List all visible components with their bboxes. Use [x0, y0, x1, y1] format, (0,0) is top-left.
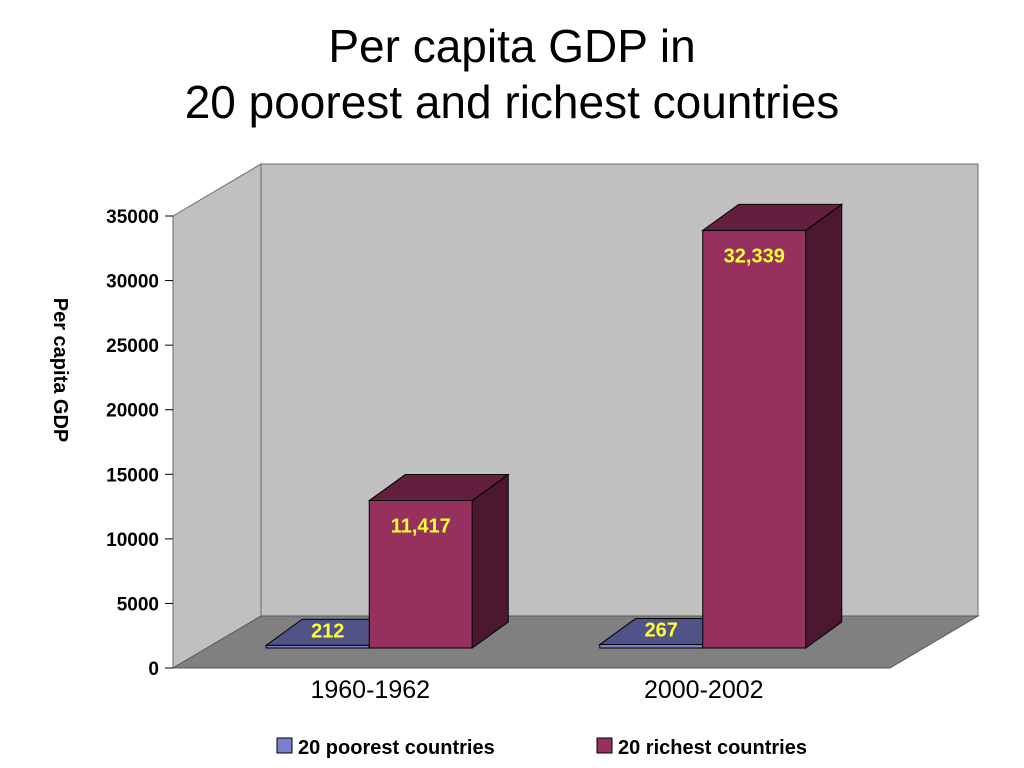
- legend-label: 20 poorest countries: [298, 737, 495, 759]
- back-wall: [260, 163, 979, 617]
- y-axis-ticks: 0 5000 10000 15000 20000 25000 30000 35000 Per c…: [49, 207, 173, 680]
- bar-side: [471, 473, 509, 649]
- bar-top: [701, 203, 844, 231]
- y-axis-label: Per capita GDP: [49, 298, 71, 443]
- legend-label: 20 richest countries: [618, 737, 807, 759]
- x-category-label: 2000-2002: [644, 676, 764, 704]
- slide-title: Per capita GDP in 20 poorest and richest…: [0, 18, 1024, 130]
- y-tick-label: 0: [148, 659, 159, 680]
- data-label: 212: [311, 620, 344, 642]
- y-tick-label: 15000: [106, 465, 159, 486]
- chart-walls: [171, 163, 980, 669]
- chart-bars: [264, 203, 844, 649]
- y-tick-label: 5000: [117, 594, 159, 615]
- y-tick-label: 20000: [106, 401, 159, 422]
- y-tick-label: 10000: [106, 530, 159, 551]
- legend-swatch: [596, 737, 613, 754]
- data-label: 267: [645, 620, 678, 642]
- bar-side: [805, 203, 843, 649]
- legend-swatch: [276, 737, 293, 754]
- y-tick-label: 35000: [106, 207, 159, 228]
- data-label: 32,339: [724, 245, 785, 267]
- title-line-2: 20 poorest and richest countries: [184, 76, 840, 128]
- bar-front: [702, 229, 807, 649]
- y-tick-label: 30000: [106, 272, 159, 293]
- chart-legend: 20 poorest countries 20 richest countries: [276, 737, 807, 759]
- title-line-1: Per capita GDP in: [328, 20, 696, 72]
- y-tick-label: 25000: [106, 336, 159, 357]
- bar-richest-1: [701, 203, 844, 649]
- data-label: 11,417: [391, 516, 451, 538]
- chart-labels: 212 11,417 1960-1962 267 32,339 2000-2002: [310, 245, 784, 704]
- x-category-label: 1960-1962: [310, 676, 430, 704]
- bar-front: [599, 644, 704, 649]
- bar-top: [367, 474, 510, 502]
- bar-richest-0: [367, 473, 510, 649]
- side-wall: [172, 163, 262, 669]
